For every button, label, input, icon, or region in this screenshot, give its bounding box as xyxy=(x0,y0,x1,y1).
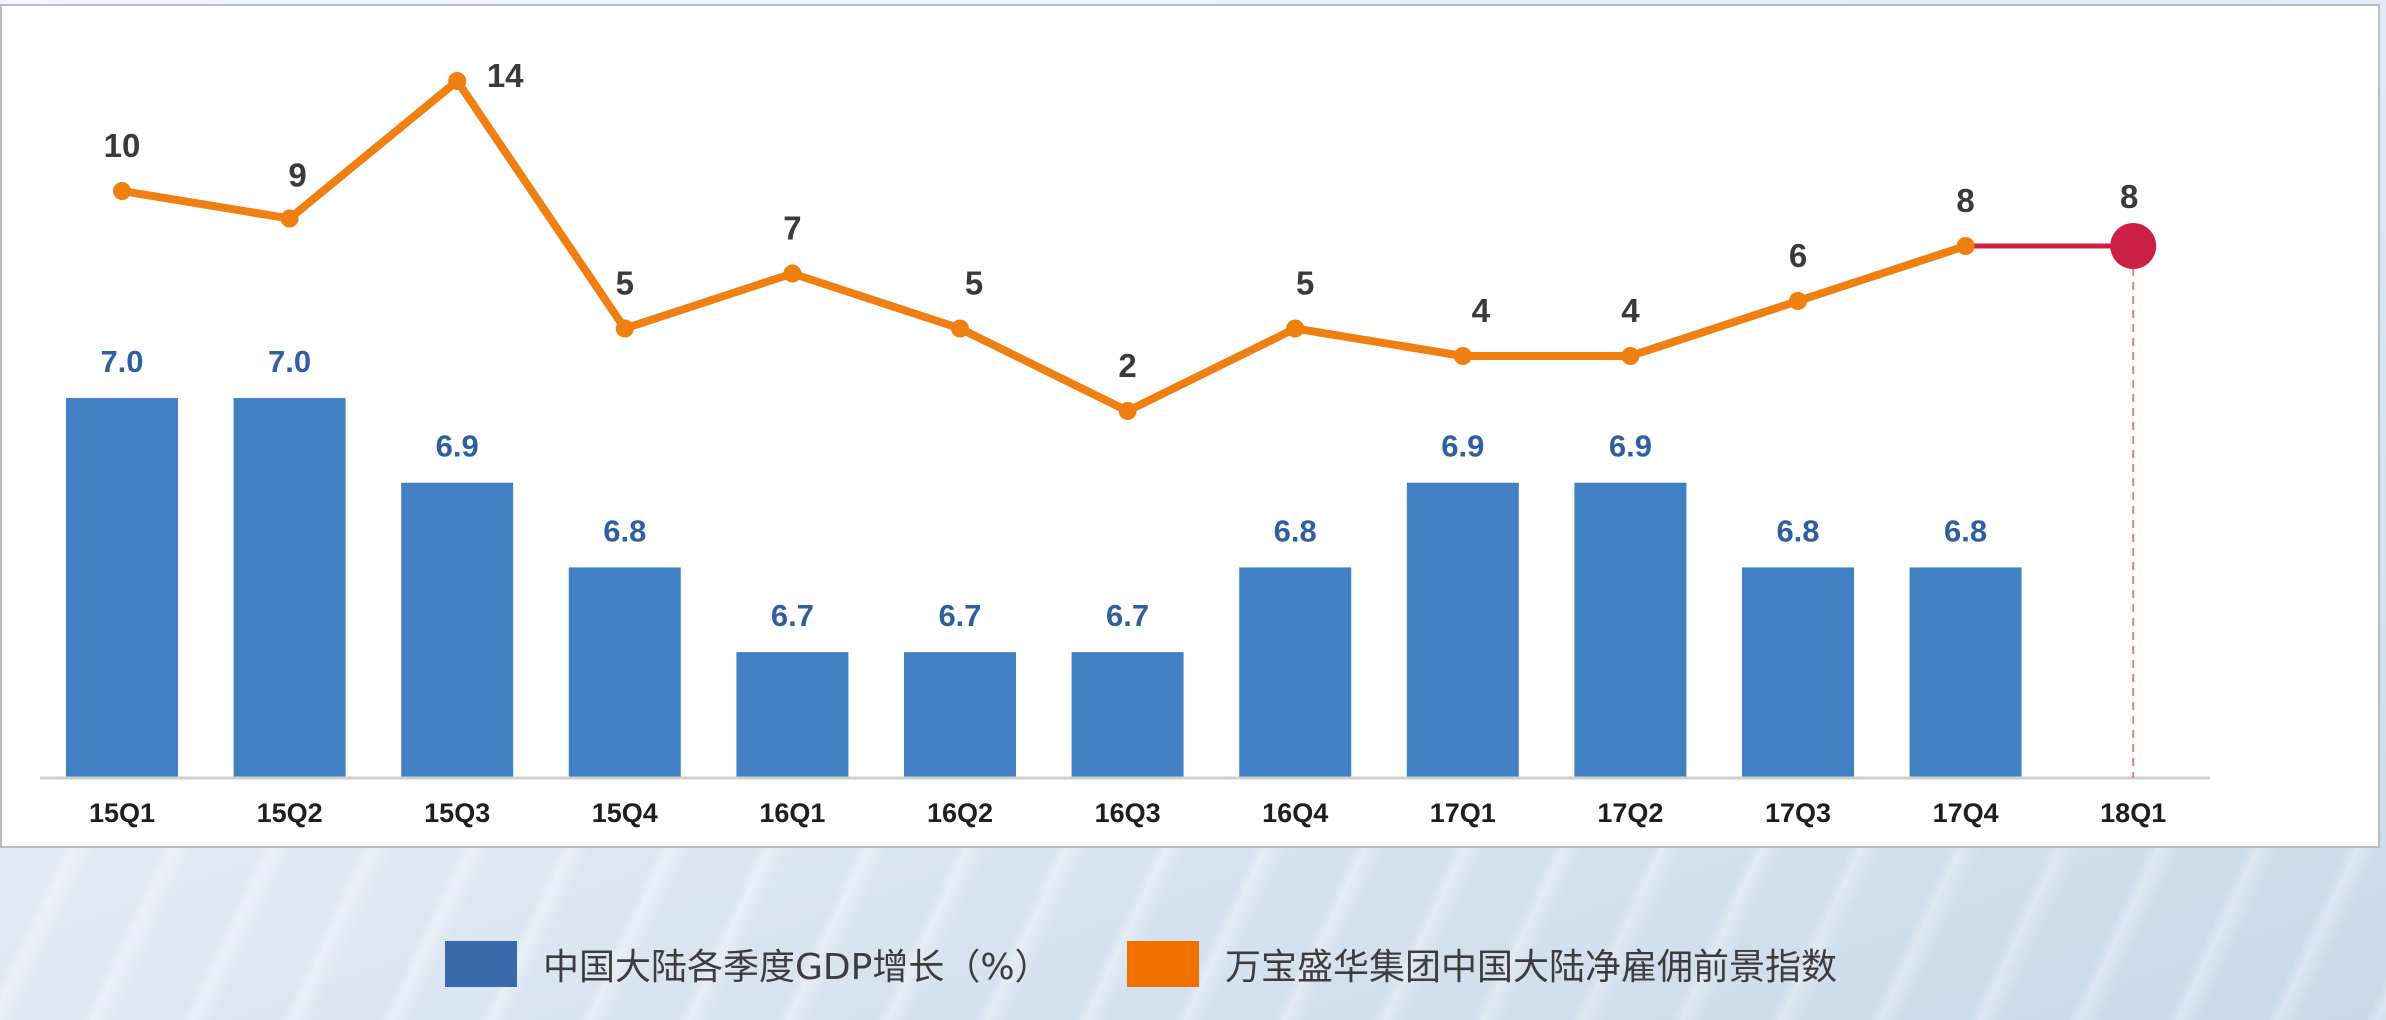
x-tick-label-18Q1: 18Q1 xyxy=(2100,798,2166,828)
bar-label-17Q3: 6.8 xyxy=(1776,513,1819,548)
line-point-15Q2 xyxy=(280,209,299,228)
bar-label-15Q3: 6.9 xyxy=(436,429,479,464)
legend-swatch-gdp xyxy=(445,941,517,987)
x-tick-label-15Q3: 15Q3 xyxy=(424,798,490,828)
line-point-16Q1 xyxy=(783,264,802,283)
line-label-15Q3: 14 xyxy=(487,57,524,94)
bar-label-17Q4: 6.8 xyxy=(1944,513,1987,548)
line-label-17Q2: 4 xyxy=(1621,292,1640,329)
line-point-18Q1 xyxy=(2110,223,2157,269)
bar-16Q4 xyxy=(1239,567,1352,778)
line-point-17Q1 xyxy=(1453,347,1472,365)
line-label-16Q4: 5 xyxy=(1296,265,1314,302)
bar-15Q2 xyxy=(233,398,346,778)
bar-17Q4 xyxy=(1909,567,2022,778)
line-point-17Q4 xyxy=(1956,237,1975,255)
bar-15Q4 xyxy=(568,567,681,778)
x-tick-label-16Q4: 16Q4 xyxy=(1262,798,1328,828)
x-tick-label-17Q3: 17Q3 xyxy=(1765,798,1831,828)
bar-17Q2 xyxy=(1574,482,1687,778)
x-tick-label-15Q2: 15Q2 xyxy=(257,798,323,828)
bar-label-15Q2: 7.0 xyxy=(268,344,311,379)
line-point-16Q4 xyxy=(1286,319,1305,338)
line-label-16Q1: 7 xyxy=(783,210,801,247)
line-label-17Q1: 4 xyxy=(1472,292,1491,329)
line-label-16Q3: 2 xyxy=(1118,347,1136,384)
line-point-17Q3 xyxy=(1789,292,1807,310)
line-point-16Q3 xyxy=(1118,402,1137,420)
bar-16Q2 xyxy=(904,652,1016,778)
bar-label-16Q3: 6.7 xyxy=(1106,598,1149,633)
combo-chart: 7.0 7.0 6.9 6.8 6.7 6.7 6.7 6.8 6.9 6.9 6.8 6.8 15Q1… xyxy=(40,57,2210,828)
x-tick-label-16Q2: 16Q2 xyxy=(927,798,993,828)
line-label-15Q4: 5 xyxy=(616,265,634,302)
bar-label-17Q2: 6.9 xyxy=(1609,429,1652,464)
bar-label-15Q4: 6.8 xyxy=(603,513,646,548)
bar-label-16Q4: 6.8 xyxy=(1274,513,1317,548)
line-label-15Q2: 9 xyxy=(288,157,306,194)
x-tick-label-15Q4: 15Q4 xyxy=(592,798,658,828)
bar-16Q3 xyxy=(1071,652,1184,778)
line-point-17Q2 xyxy=(1621,347,1640,365)
legend-label-gdp: 中国大陆各季度GDP增长（%） xyxy=(543,947,1051,988)
legend-item-employment[interactable]: 万宝盛华集团中国大陆净雇佣前景指数 xyxy=(1127,938,1837,990)
x-tick-label-17Q1: 17Q1 xyxy=(1430,798,1496,828)
line-point-15Q4 xyxy=(615,319,634,338)
bar-label-15Q1: 7.0 xyxy=(100,344,143,379)
bar-17Q3 xyxy=(1742,567,1854,778)
line-series-path xyxy=(118,77,1970,415)
bar-15Q3 xyxy=(401,482,514,778)
line-point-15Q1 xyxy=(113,182,131,200)
bar-16Q1 xyxy=(736,652,849,778)
line-label-18Q1: 8 xyxy=(2120,178,2138,215)
legend-item-gdp[interactable]: 中国大陆各季度GDP增长（%） xyxy=(445,938,1051,990)
legend-swatch-employment xyxy=(1127,941,1199,987)
line-point-15Q3 xyxy=(448,72,467,90)
legend: 中国大陆各季度GDP增长（%） 万宝盛华集团中国大陆净雇佣前景指数 xyxy=(0,938,2386,990)
line-label-16Q2: 5 xyxy=(965,265,983,302)
x-tick-label-17Q2: 17Q2 xyxy=(1597,798,1663,828)
x-tick-label-16Q3: 16Q3 xyxy=(1095,798,1161,828)
legend-label-employment: 万宝盛华集团中国大陆净雇佣前景指数 xyxy=(1225,947,1838,988)
x-tick-label-16Q1: 16Q1 xyxy=(759,798,825,828)
x-tick-label-15Q1: 15Q1 xyxy=(89,798,155,828)
line-label-17Q3: 6 xyxy=(1789,237,1807,274)
bar-label-17Q1: 6.9 xyxy=(1441,429,1484,464)
background-decoration xyxy=(0,840,2386,1020)
bar-17Q1 xyxy=(1406,482,1519,778)
line-label-17Q4: 8 xyxy=(1956,182,1974,219)
x-tick-label-17Q4: 17Q4 xyxy=(1933,798,1999,828)
bar-label-16Q2: 6.7 xyxy=(938,598,981,633)
line-point-16Q2 xyxy=(951,319,969,338)
bar-label-16Q1: 6.7 xyxy=(771,598,814,633)
bar-15Q1 xyxy=(66,398,178,778)
line-label-15Q1: 10 xyxy=(104,127,141,164)
